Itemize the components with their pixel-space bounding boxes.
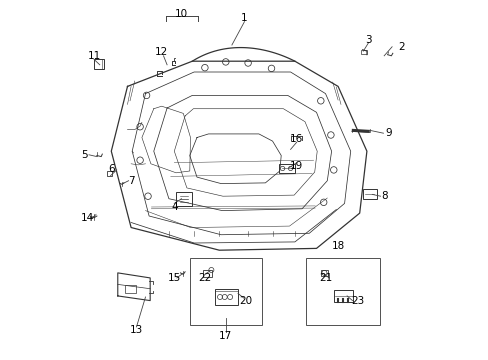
Bar [214, 289, 238, 305]
Text: 17: 17 [219, 330, 232, 341]
Text: 19: 19 [289, 161, 303, 171]
Text: 7: 7 [127, 176, 134, 186]
Text: 3: 3 [365, 35, 371, 45]
Bar [106, 171, 112, 176]
Text: 10: 10 [175, 9, 188, 19]
Text: 22: 22 [198, 273, 211, 283]
Bar [333, 289, 352, 302]
Text: 13: 13 [130, 325, 143, 336]
Text: 9: 9 [385, 128, 391, 138]
Text: 21: 21 [318, 273, 331, 283]
Bar [203, 270, 212, 277]
Text: 23: 23 [350, 296, 364, 306]
Bar [176, 192, 191, 206]
Text: 12: 12 [155, 47, 168, 57]
Bar [360, 50, 366, 54]
Text: 14: 14 [81, 213, 94, 223]
Bar [362, 189, 376, 199]
Text: 5: 5 [81, 150, 87, 160]
Text: 2: 2 [397, 42, 404, 52]
Text: 11: 11 [87, 51, 101, 61]
Bar [279, 164, 294, 173]
Bar [305, 258, 379, 325]
Text: 18: 18 [331, 240, 345, 251]
Bar [125, 285, 136, 293]
Text: 6: 6 [108, 164, 114, 174]
Bar [320, 270, 327, 276]
Text: 1: 1 [241, 13, 247, 23]
Bar [189, 258, 261, 325]
Text: 20: 20 [239, 296, 252, 306]
Text: 16: 16 [289, 134, 303, 144]
Text: 15: 15 [167, 273, 181, 283]
Text: 8: 8 [381, 191, 387, 201]
Text: 4: 4 [171, 202, 177, 212]
Bar [94, 59, 103, 69]
